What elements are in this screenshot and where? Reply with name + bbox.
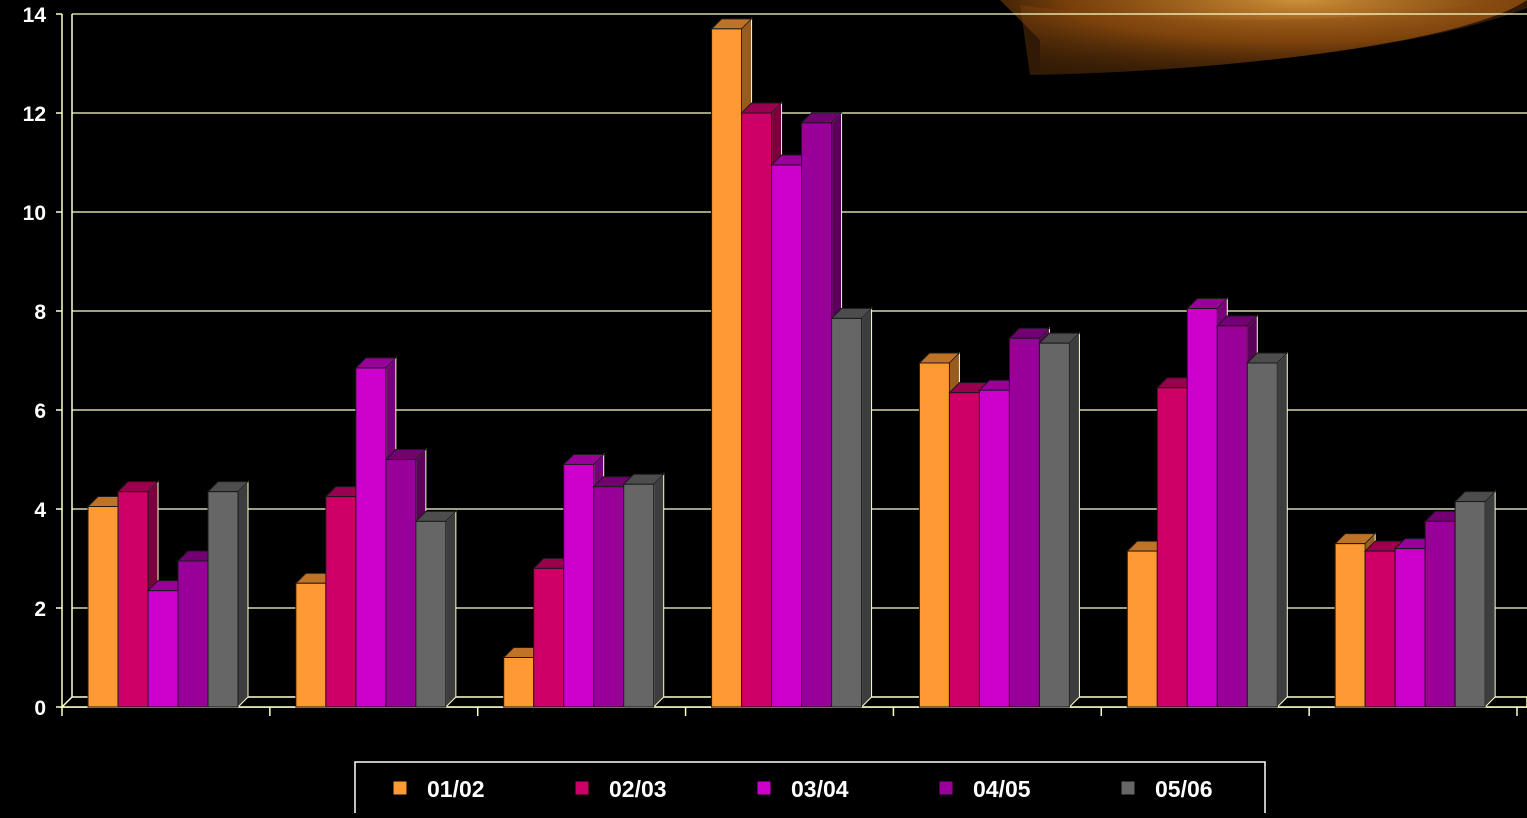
legend-box [354, 761, 1266, 816]
bar [1246, 351, 1289, 709]
legend-label: 04/05 [973, 776, 1031, 802]
legend-swatch [938, 780, 954, 796]
y-tick-label: 0 [34, 697, 46, 720]
legend-swatch [756, 780, 772, 796]
legend-label: 02/03 [609, 776, 667, 802]
legend-swatch [392, 780, 408, 796]
bar [622, 473, 665, 709]
bar [830, 307, 873, 709]
background-glow [1000, 0, 1527, 75]
legend-label: 05/06 [1155, 776, 1213, 802]
legend-swatch [574, 780, 590, 796]
y-tick-label: 14 [23, 4, 47, 27]
y-tick-label: 2 [34, 598, 46, 621]
y-tick-label: 6 [34, 400, 46, 423]
bars [86, 17, 1497, 709]
y-tick-labels: 0 2 4 6 8 10 12 14 [23, 4, 47, 720]
bar [206, 480, 250, 709]
y-tick-label: 10 [23, 202, 46, 225]
y-tick-label: 12 [23, 103, 46, 126]
legend-label: 03/04 [791, 776, 849, 802]
y-tick-label: 8 [34, 301, 46, 324]
bar [1038, 331, 1081, 709]
legend: 01/02 02/03 03/04 04/05 05/06 [354, 761, 1266, 816]
legend-swatch [1120, 780, 1136, 796]
y-tick-label: 4 [34, 499, 46, 522]
bar [1453, 490, 1497, 709]
bar [414, 510, 458, 709]
legend-label: 01/02 [427, 776, 485, 802]
